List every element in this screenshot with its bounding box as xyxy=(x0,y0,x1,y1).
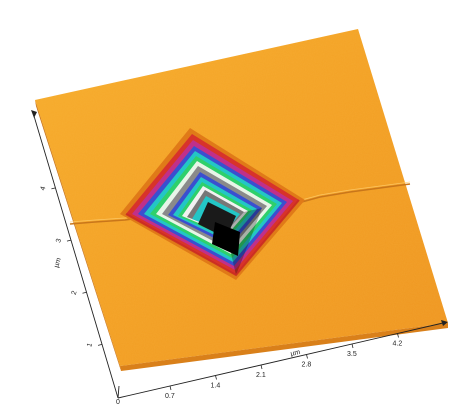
x-axis-ticks: 0.7 1.4 2.1 2.8 3.5 4.2 xyxy=(165,333,403,400)
y-axis-tick-mark xyxy=(51,187,56,190)
y-axis-tick-label: 3 xyxy=(55,238,63,244)
y-axis-tick-label: 1 xyxy=(86,342,94,348)
x-axis-tick-mark xyxy=(397,333,399,338)
y-axis-tick-mark xyxy=(66,239,72,242)
x-axis-arrowhead xyxy=(441,320,448,326)
y-axis-title: µm xyxy=(53,257,63,269)
indentation xyxy=(120,128,305,280)
x-axis-origin-label: 0 xyxy=(116,399,120,406)
y-axis-tick-mark xyxy=(97,344,103,346)
y-axis-ticks: 1 2 3 4 xyxy=(40,186,103,348)
y-axis-line xyxy=(33,115,119,399)
axis-frame xyxy=(31,110,448,399)
y-axis-arrowhead xyxy=(31,110,37,118)
x-axis-tick-label: 2.1 xyxy=(256,372,266,379)
x-axis-tick-mark xyxy=(351,343,354,349)
indent-shadow-wall xyxy=(226,208,262,275)
x-axis-line xyxy=(117,322,444,399)
y-axis-tick-mark xyxy=(82,291,87,294)
surface-left-edge xyxy=(35,100,121,371)
x-axis-tick-label: 1.4 xyxy=(211,383,221,390)
crack-right-highlight xyxy=(297,181,411,202)
x-axis-tick-mark xyxy=(306,354,308,359)
x-axis-tick-mark xyxy=(215,375,217,380)
x-axis-title: µm xyxy=(290,349,301,358)
z-axis-stub xyxy=(117,385,120,399)
x-axis-tick-mark xyxy=(260,364,263,370)
crack-right xyxy=(297,183,411,204)
x-axis-tick-mark xyxy=(169,385,172,391)
x-axis-tick-label: 4.2 xyxy=(393,341,403,348)
y-axis-tick-label: 2 xyxy=(71,290,79,296)
x-axis-tick-label: 3.5 xyxy=(347,351,357,358)
x-axis-tick-label: 0.7 xyxy=(165,393,175,400)
x-axis-tick-label: 2.8 xyxy=(302,362,312,369)
indent-rim-ridge xyxy=(125,199,300,277)
y-axis-tick-label: 4 xyxy=(40,186,48,192)
surface-front-edge xyxy=(120,323,448,371)
indent-pit-bottom xyxy=(212,222,240,256)
